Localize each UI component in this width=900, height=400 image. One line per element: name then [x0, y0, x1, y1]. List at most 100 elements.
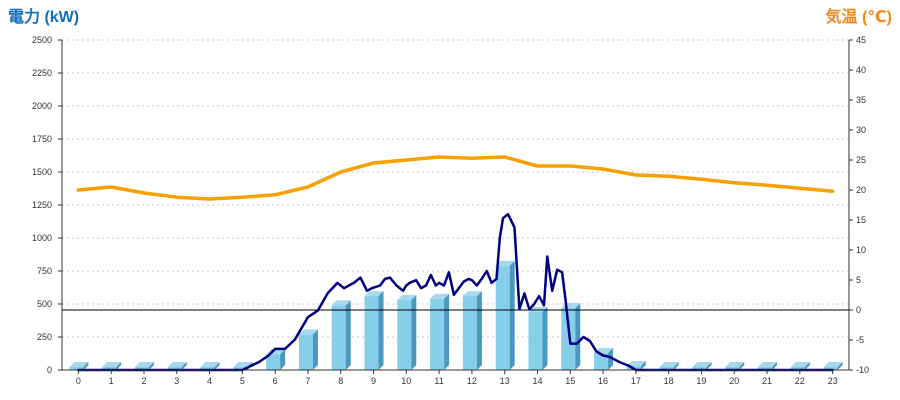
bar — [331, 300, 351, 370]
right-tick-label: 35 — [856, 95, 866, 105]
bar-front — [364, 296, 379, 370]
x-tick-label: 10 — [401, 376, 411, 386]
axes: 02505007501000125015001750200022502500-1… — [32, 35, 869, 386]
bar — [758, 362, 778, 370]
bar-top — [626, 361, 646, 367]
bar-top — [692, 362, 712, 367]
bar-top — [134, 362, 154, 367]
right-tick-label: -10 — [856, 365, 869, 375]
right-tick-label: 0 — [856, 305, 861, 315]
bar-top — [823, 362, 843, 367]
x-tick-label: 6 — [273, 376, 278, 386]
bar-front — [233, 367, 248, 370]
bar-side — [804, 362, 810, 370]
right-tick-label: 45 — [856, 35, 866, 45]
x-tick-label: 12 — [467, 376, 477, 386]
bar-side — [542, 306, 548, 370]
x-tick-label: 11 — [434, 376, 443, 386]
right-tick-label: 10 — [856, 245, 866, 255]
bar-front — [200, 367, 215, 370]
bar — [69, 362, 89, 370]
bar-top — [725, 362, 745, 367]
x-tick-label: 0 — [76, 376, 81, 386]
right-tick-label: 25 — [856, 155, 866, 165]
bar-top — [430, 293, 450, 299]
x-tick-label: 5 — [240, 376, 245, 386]
bar-front — [397, 300, 412, 370]
bar-front — [594, 352, 609, 370]
bar-series — [69, 260, 843, 370]
power-line — [77, 212, 834, 372]
x-tick-label: 9 — [371, 376, 376, 386]
bar-top — [331, 300, 351, 306]
bar-top — [102, 362, 122, 367]
x-tick-label: 22 — [795, 376, 805, 386]
bar — [430, 293, 450, 370]
bar-front — [659, 367, 674, 370]
line-series — [62, 155, 849, 372]
bar-front — [495, 265, 510, 370]
bar-front — [462, 296, 477, 370]
x-tick-label: 23 — [828, 376, 838, 386]
bar-front — [266, 354, 281, 370]
bar-top — [69, 362, 89, 367]
bar-top — [495, 260, 515, 266]
bar-front — [758, 367, 773, 370]
x-tick-label: 19 — [696, 376, 706, 386]
left-tick-label: 2250 — [32, 68, 52, 78]
bar-side — [116, 362, 122, 370]
bar-front — [561, 307, 576, 370]
left-tick-label: 2500 — [32, 35, 52, 45]
bar-front — [331, 305, 346, 370]
bar — [462, 291, 482, 370]
bar-front — [692, 367, 707, 370]
x-tick-label: 15 — [565, 376, 575, 386]
left-tick-label: 500 — [37, 299, 52, 309]
left-tick-label: 2000 — [32, 101, 52, 111]
x-tick-label: 7 — [305, 376, 310, 386]
bar-side — [575, 302, 581, 370]
bar — [200, 362, 220, 370]
left-tick-label: 1250 — [32, 200, 52, 210]
bar-side — [640, 361, 646, 370]
bar-side — [181, 362, 187, 370]
bar — [102, 362, 122, 370]
bar-top — [462, 291, 482, 297]
bar-side — [214, 362, 220, 370]
right-tick-label: 5 — [856, 275, 861, 285]
bar-top — [790, 362, 810, 367]
right-tick-label: 40 — [856, 65, 866, 75]
x-tick-label: 3 — [174, 376, 179, 386]
x-tick-label: 20 — [729, 376, 739, 386]
bar-front — [134, 367, 149, 370]
bar — [298, 329, 318, 370]
x-tick-label: 16 — [598, 376, 608, 386]
bar-side — [509, 260, 515, 370]
left-tick-label: 750 — [37, 266, 52, 276]
bar-front — [69, 367, 84, 370]
bar — [397, 295, 417, 370]
left-tick-label: 1000 — [32, 233, 52, 243]
x-tick-label: 17 — [631, 376, 641, 386]
bar-side — [739, 362, 745, 370]
bar-front — [102, 367, 117, 370]
x-tick-label: 21 — [762, 376, 772, 386]
bar-side — [345, 300, 351, 370]
bar — [790, 362, 810, 370]
temperature-line — [76, 155, 835, 201]
bar — [495, 260, 515, 370]
bar-side — [444, 293, 450, 370]
bar-front — [528, 311, 543, 370]
bar-front — [823, 367, 838, 370]
bar-front — [430, 298, 445, 370]
x-tick-label: 18 — [664, 376, 674, 386]
x-tick-label: 1 — [109, 376, 114, 386]
bar — [725, 362, 745, 370]
right-axis-title: 気温 (℃) — [826, 7, 892, 26]
bar-front — [725, 367, 740, 370]
bar-top — [200, 362, 220, 367]
right-tick-label: 20 — [856, 185, 866, 195]
bar-side — [706, 362, 712, 370]
bar — [266, 349, 286, 370]
